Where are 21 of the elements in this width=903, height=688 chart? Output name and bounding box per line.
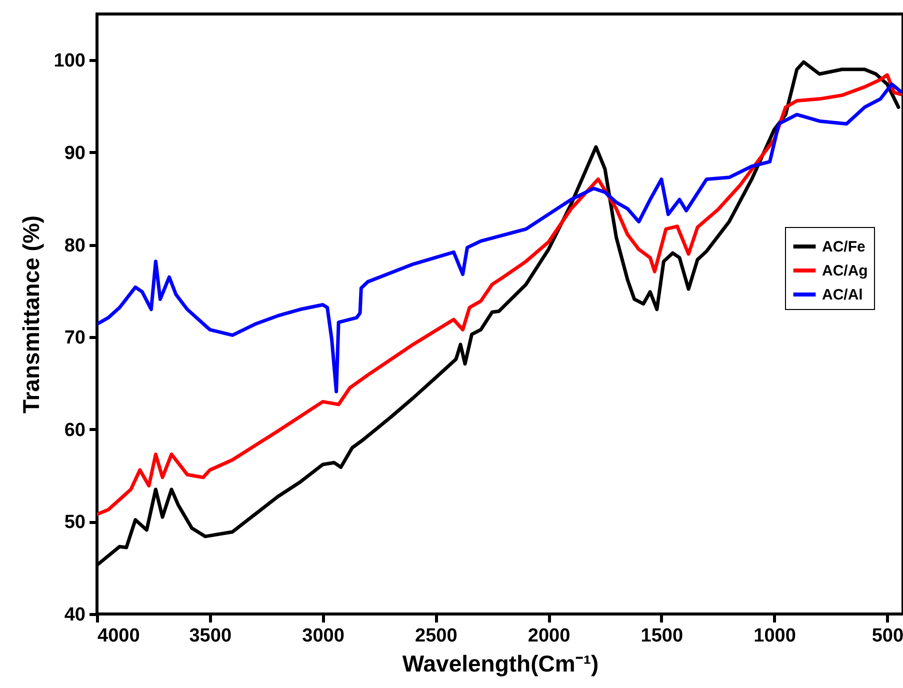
x-tick-label: 3000: [302, 626, 344, 646]
x-tick-label: 1500: [640, 626, 684, 646]
x-tick-label: 3500: [189, 626, 232, 646]
legend-label: AC/Fe: [822, 238, 866, 256]
y-tick-label: 70: [64, 328, 86, 349]
y-tick-label: 100: [54, 50, 86, 72]
x-tick-label: 500: [872, 626, 903, 646]
legend-label: AC/Ag: [822, 262, 868, 280]
x-axis-title: Wavelength(Cm⁻¹): [402, 650, 599, 676]
y-tick-label: 50: [64, 512, 86, 534]
x-tick-label: 2500: [415, 626, 458, 646]
y-axis-title: Transmittance (%): [18, 215, 44, 414]
y-tick-label: 90: [64, 142, 86, 164]
y-tick-label: 40: [64, 604, 86, 626]
legend-label: AC/Al: [822, 286, 863, 304]
x-tick-label: 2000: [528, 626, 570, 646]
x-tick-label: 4000: [98, 626, 140, 646]
x-tick-label: 1000: [754, 626, 796, 646]
y-tick-label: 60: [64, 420, 86, 441]
line-series: [97, 82, 902, 394]
y-tick-label: 80: [64, 235, 86, 256]
